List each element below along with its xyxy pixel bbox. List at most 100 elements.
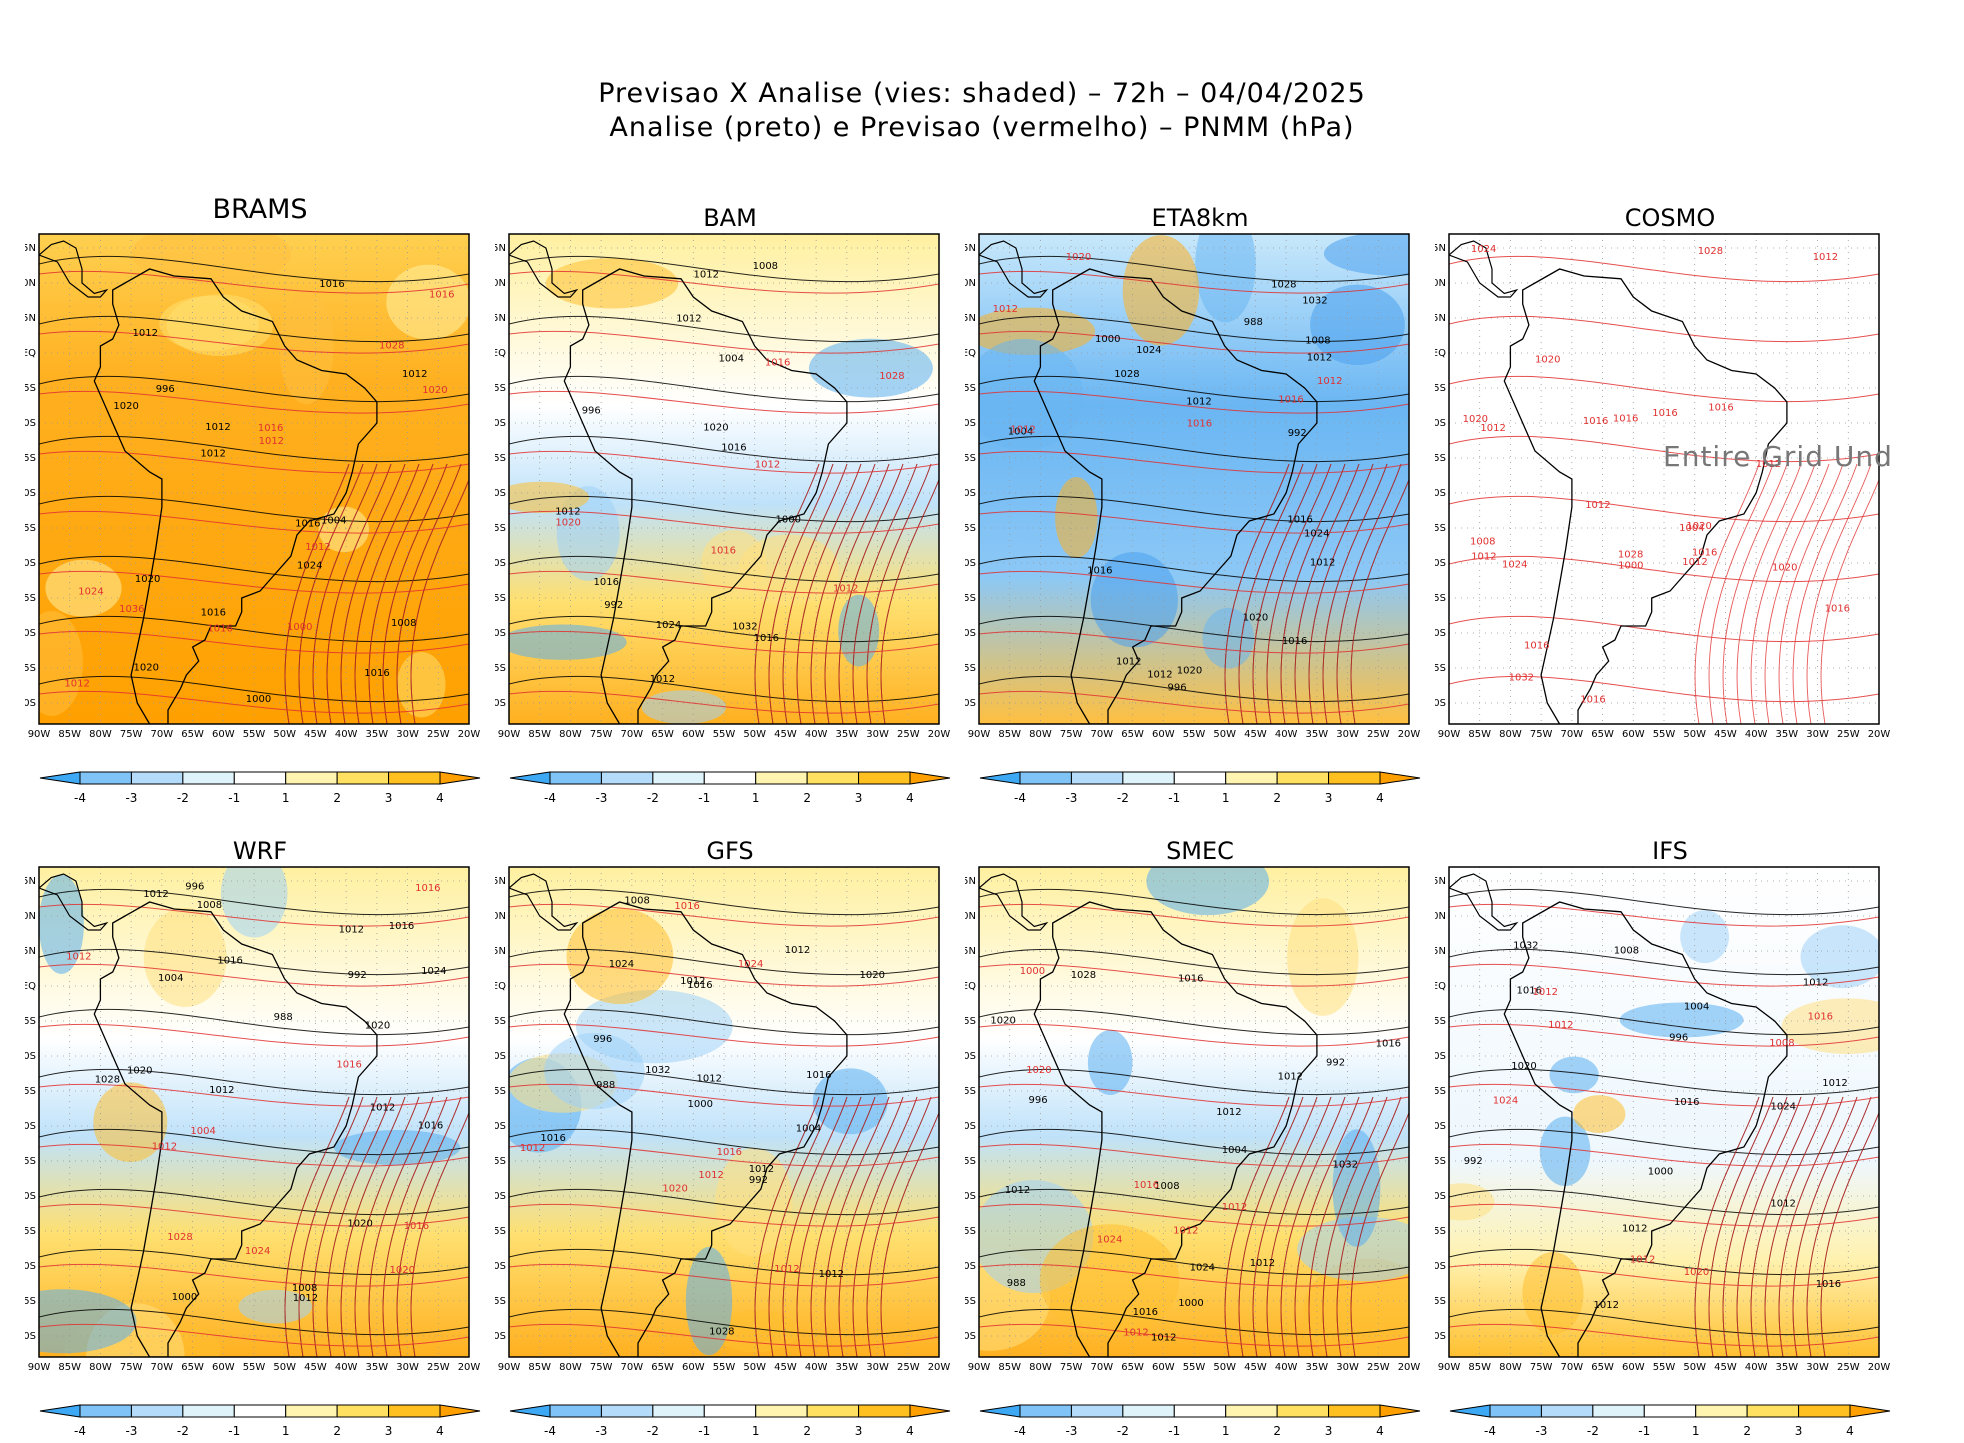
colorbar-bin xyxy=(549,1404,602,1418)
isobar xyxy=(1449,963,1879,987)
colorbar-label: 3 xyxy=(385,791,393,805)
lon-tick-label: 80W xyxy=(559,1362,582,1373)
contour-label: 1020 xyxy=(990,1015,1015,1026)
isobar xyxy=(1308,463,1374,724)
contour-label: 1028 xyxy=(379,341,404,352)
lon-tick-label: 40W xyxy=(335,1362,358,1373)
lat-tick-label: 5N xyxy=(965,313,976,324)
isobar xyxy=(509,570,939,594)
isobar xyxy=(1820,1111,1879,1357)
isobar xyxy=(39,270,469,294)
figure-title-line-2: Analise (preto) e Previsao (vermelho) – … xyxy=(609,112,1355,143)
bias-blob xyxy=(685,1246,733,1356)
colorbar-bin xyxy=(755,1404,808,1418)
contour-label: 1004 xyxy=(1684,1002,1709,1013)
isobar xyxy=(509,1323,939,1347)
contour-label: 1024 xyxy=(1136,345,1161,356)
lat-tick-label: 30S xyxy=(495,558,506,569)
map-frame xyxy=(508,233,940,725)
isobar xyxy=(1238,1096,1304,1357)
contour-label: 1012 xyxy=(680,976,705,987)
lat-tick-label: 35S xyxy=(1435,1226,1446,1237)
contour-label: 1020 xyxy=(127,1065,152,1076)
contour-label: 1016 xyxy=(1376,1039,1401,1050)
isobar xyxy=(39,963,469,987)
panel-eta8km: ETA8km 1016 1016 1012 1012 1012 1012 1016 1020 10… xyxy=(965,190,1435,810)
lon-tick-label: 70W xyxy=(1561,1362,1584,1373)
contour-label: 1012 xyxy=(1186,396,1211,407)
isobar xyxy=(39,450,469,474)
colorbar-label: -4 xyxy=(74,1424,86,1438)
lat-tick-label: EQ xyxy=(1435,348,1446,359)
lat-tick-label: 10S xyxy=(25,418,36,429)
isobar xyxy=(754,463,820,724)
panel-gfs: GFS 1016 1016 1012 1012 1012 1016 1012 1020 1024 1… xyxy=(495,823,965,1443)
isobar xyxy=(979,690,1409,714)
isobar xyxy=(1708,463,1774,724)
isobar xyxy=(1294,463,1360,724)
contour-label: 1020 xyxy=(390,1265,415,1276)
contour-label: 1016 xyxy=(389,921,414,932)
isobar xyxy=(979,270,1409,294)
lon-tick-label: 65W xyxy=(181,1362,204,1373)
panel-title: BRAMS xyxy=(212,194,308,225)
lat-tick-label: 35S xyxy=(965,593,976,604)
isobar xyxy=(979,555,1409,583)
isobar xyxy=(838,1096,904,1357)
lon-tick-label: 40W xyxy=(335,729,358,740)
contour-label: 996 xyxy=(1168,683,1187,694)
isobar xyxy=(39,948,469,976)
isobar xyxy=(509,555,939,583)
contour-label: 1016 xyxy=(1178,974,1203,985)
contour-label: 1000 xyxy=(246,694,271,705)
colorbar-label: -3 xyxy=(595,791,607,805)
lat-tick-label: EQ xyxy=(965,981,976,992)
contour-label: 992 xyxy=(1288,428,1307,439)
panel-ifs: IFS 1016 1016 1012 1012 1012 1012 1016 1020 1024 1… xyxy=(1435,823,1905,1443)
colorbar-bin xyxy=(858,1404,911,1418)
contour-label: 1012 xyxy=(1151,1332,1176,1343)
colorbar-bin xyxy=(1122,1404,1175,1418)
isobar xyxy=(979,1143,1409,1167)
bias-blob xyxy=(1539,1116,1591,1186)
isobar xyxy=(979,1308,1409,1336)
isobar xyxy=(1449,255,1879,283)
lat-tick-label: 5N xyxy=(1435,313,1446,324)
coastline xyxy=(39,873,109,931)
panel-brams: BRAMS 1016 1012 1012 1016 1012 1012 1016 1020 101… xyxy=(25,190,495,810)
colorbar-bin xyxy=(79,1404,132,1418)
contour-label: 996 xyxy=(185,882,204,893)
isobar xyxy=(1806,1096,1872,1357)
isobar xyxy=(1449,375,1879,403)
bias-blob xyxy=(1090,552,1178,648)
contour-label: 1016 xyxy=(201,608,226,619)
lon-tick-label: 60W xyxy=(212,1362,235,1373)
contour-label: 1012 xyxy=(1010,425,1035,436)
isobar xyxy=(1764,1096,1830,1357)
map-plot: 1016 1012 1012 1016 1012 1012 1016 1020 1016 1008… xyxy=(25,233,480,740)
lon-tick-label: 85W xyxy=(528,729,551,740)
lat-tick-label: 45S xyxy=(965,1296,976,1307)
isobar xyxy=(1280,463,1346,724)
isobar xyxy=(979,1263,1409,1287)
contour-label: 1016 xyxy=(721,443,746,454)
contour-label: 996 xyxy=(1669,1032,1688,1043)
isobar xyxy=(979,510,1409,534)
contour-label: 1016 xyxy=(418,1121,443,1132)
contour-label: 1012 xyxy=(555,507,580,518)
lon-tick-label: 85W xyxy=(528,1362,551,1373)
bias-blob xyxy=(566,908,674,1004)
colorbar-label: -1 xyxy=(1638,1424,1650,1438)
contour-label: 1012 xyxy=(1471,552,1496,563)
isobar xyxy=(1694,463,1760,724)
colorbar-label: 2 xyxy=(1273,791,1281,805)
colorbar-bin xyxy=(1695,1404,1748,1418)
contour-label: 1024 xyxy=(1471,244,1496,255)
lon-tick-label: 40W xyxy=(1275,729,1298,740)
isobar xyxy=(39,615,469,643)
contour-label: 1012 xyxy=(1682,557,1707,568)
lon-tick-label: 80W xyxy=(1499,1362,1522,1373)
isobar xyxy=(824,463,890,724)
isobar xyxy=(509,270,939,294)
contour-label: 1032 xyxy=(1513,941,1538,952)
